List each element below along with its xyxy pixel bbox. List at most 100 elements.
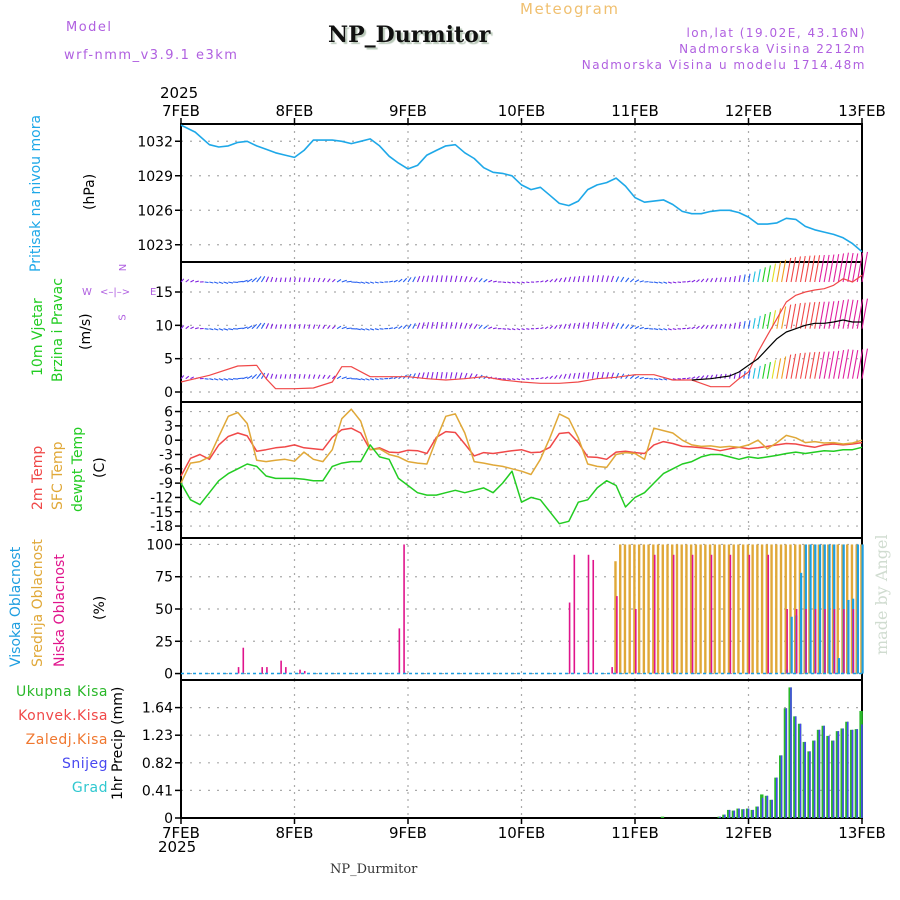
low-cloud-bar: [729, 554, 732, 674]
wind-barb: [540, 280, 544, 283]
snow-bar: [771, 799, 773, 818]
low-cloud-bar: [403, 544, 405, 674]
wind-barb: [289, 324, 292, 329]
wind-barb: [341, 376, 347, 380]
mid-cloud-bar: [642, 544, 646, 674]
wind-barb: [473, 277, 478, 283]
x-tick-label-bottom: 11FEB: [611, 824, 658, 842]
x-tick-label-bottom: 13FEB: [838, 824, 885, 842]
wind-barb: [563, 323, 567, 329]
wind-barb: [795, 256, 801, 283]
low-cloud-bar: [748, 554, 751, 674]
mid-cloud-bar: [775, 544, 778, 674]
wind-barb: [237, 377, 243, 380]
wind-barb: [407, 277, 412, 283]
snow-bar: [738, 808, 740, 818]
wind-barb: [308, 324, 311, 329]
wind-barb: [799, 352, 806, 379]
wind-barb: [398, 278, 403, 283]
wind-barb: [752, 271, 756, 283]
low-cloud-bar: [398, 628, 401, 674]
wind-barb: [331, 375, 336, 380]
wind-barb: [563, 277, 567, 283]
wind-barb: [256, 276, 262, 283]
panel-temperature: 630-3-6-9-12-15-18: [150, 401, 863, 539]
wind-barb: [246, 278, 253, 283]
high-cloud-bar: [837, 658, 841, 674]
wind-barb: [710, 324, 713, 329]
wind-barb: [568, 323, 572, 329]
wind-barb: [587, 322, 590, 329]
wind-barb: [587, 372, 590, 379]
legend-conv-rain: Konvek.Kisa: [18, 708, 108, 724]
wind-barb: [242, 279, 248, 283]
wind-barb: [440, 372, 443, 379]
mid-cloud-bar: [671, 544, 674, 674]
low-cloud-bar: [672, 554, 675, 674]
compass-w: W: [82, 287, 92, 298]
wind-barb: [251, 373, 258, 380]
wind-barb: [488, 326, 493, 330]
wind-barb: [686, 327, 691, 330]
wind-barb: [809, 255, 816, 283]
wind-barb: [284, 374, 287, 379]
wind-barb: [804, 255, 811, 283]
wind-barb: [526, 281, 530, 284]
wind-barb: [591, 322, 595, 329]
wind-barb: [483, 325, 488, 330]
footer-station: NP_Durmitor: [330, 862, 418, 877]
wind-barb: [544, 279, 549, 283]
wind-barb: [303, 277, 306, 283]
low-cloud-bar: [786, 609, 788, 674]
y-tick-label: -6: [159, 462, 173, 478]
mid-cloud-bar: [680, 544, 683, 674]
wind-barb: [190, 376, 195, 380]
total-precip-bar: [660, 816, 665, 818]
wind-barb: [828, 254, 835, 283]
wind-barb: [483, 278, 488, 283]
mid-cloud-bar: [765, 544, 769, 674]
wind-barb: [549, 325, 553, 330]
wind-barb: [256, 322, 262, 330]
wind-barb: [577, 372, 581, 379]
low-cloud-bar: [814, 609, 817, 674]
wind-barb: [672, 378, 677, 381]
wind-barb: [691, 279, 696, 283]
low-cloud-bar: [843, 609, 845, 674]
wind-barb: [696, 375, 700, 380]
wind-barb: [507, 378, 511, 381]
wind-barb: [719, 323, 723, 329]
wind-barb: [327, 375, 331, 379]
wind-barb: [776, 261, 782, 283]
wind-barb: [488, 279, 493, 283]
wind-barb: [416, 322, 421, 329]
wind-barb: [790, 257, 797, 283]
wind-barb: [558, 324, 563, 329]
wind-barb: [322, 277, 326, 283]
wind-barb: [620, 276, 625, 283]
wind-barb: [374, 378, 379, 381]
wind-barb: [572, 276, 576, 283]
wind-barb: [317, 324, 321, 329]
high-cloud-bar: [856, 544, 859, 674]
wind-barb: [317, 374, 321, 379]
model-name: wrf-nmm_v3.9.1 e3km: [64, 48, 239, 63]
low-cloud-bar: [285, 667, 287, 674]
elevation-label: Nadmorska Visina 2212m: [679, 42, 866, 56]
wind-barb: [743, 321, 746, 329]
mid-cloud-bar: [784, 544, 787, 674]
y-tick-label: 75: [155, 570, 173, 586]
y-tick-label: -12: [150, 490, 173, 506]
wind-barb: [795, 353, 801, 379]
mid-cloud-bar: [718, 544, 721, 674]
wind-barb: [738, 321, 741, 329]
legend-total-rain: Ukupna Kisa: [15, 684, 108, 700]
wind-barb: [289, 277, 292, 283]
mid-cloud-bar: [713, 544, 716, 674]
mid-cloud-bar: [614, 561, 617, 674]
wind-barb: [468, 323, 473, 329]
wind-barb: [601, 321, 604, 329]
x-tick-label-top: 12FEB: [725, 102, 772, 120]
wind-barb: [856, 252, 864, 283]
wind-barb: [582, 322, 585, 329]
